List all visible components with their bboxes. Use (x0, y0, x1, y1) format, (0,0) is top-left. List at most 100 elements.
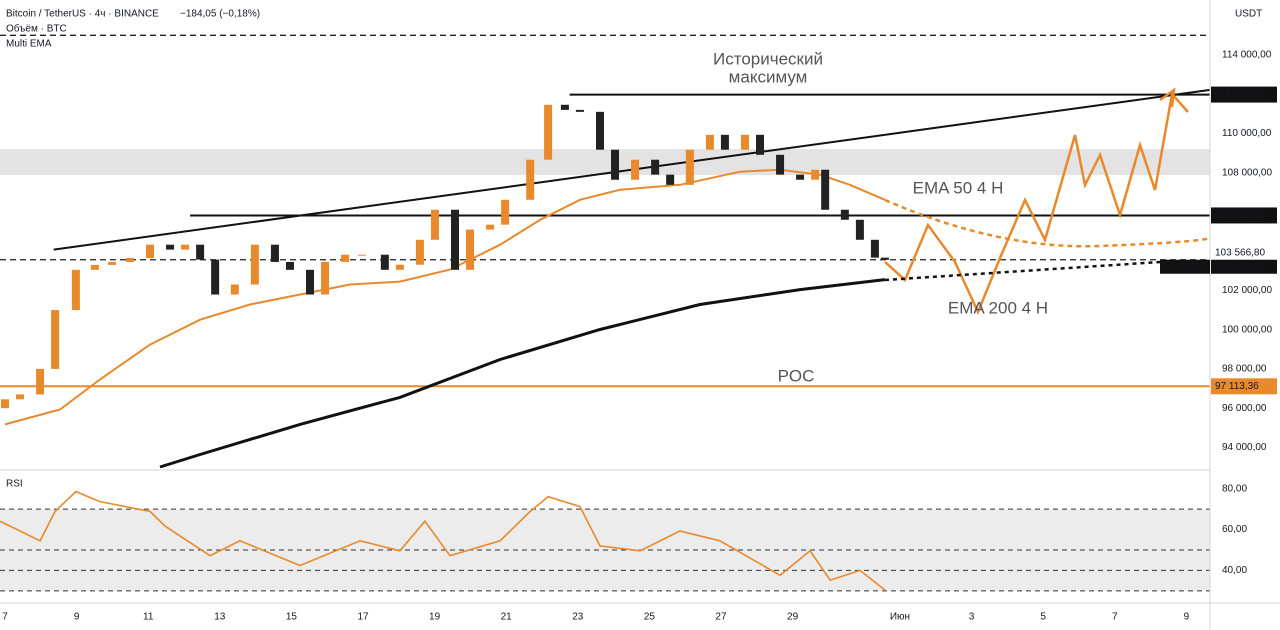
candle (357, 254, 366, 256)
candle (36, 368, 45, 395)
forecast-path (884, 91, 1189, 316)
candle (840, 209, 849, 220)
candle (705, 134, 714, 150)
candle (544, 104, 553, 160)
symbol: Bitcoin / TetherUS · 4ч · BINANCE (6, 9, 159, 20)
zone (0, 149, 1210, 176)
candle (415, 239, 424, 265)
y-tick-label: 100 000,00 (1222, 324, 1272, 335)
x-tick-label: 3 (969, 612, 975, 623)
candle (71, 269, 80, 311)
x-tick-label: 9 (1184, 612, 1190, 623)
x-tick-label: 29 (787, 612, 799, 623)
rsi-line (0, 490, 886, 591)
y-tick-label: 94 000,00 (1222, 442, 1267, 453)
y-tick-label: 108 000,00 (1222, 167, 1272, 178)
price-label: 103 562,97 (1215, 261, 1265, 272)
candle (595, 111, 604, 150)
annotation: EMA 50 4 H (913, 178, 1004, 197)
candle (740, 134, 749, 150)
ema200-projection (884, 260, 1161, 282)
candle (270, 244, 279, 262)
candle (466, 229, 475, 270)
level-label: 97 113,36 (1215, 381, 1259, 392)
candle (51, 310, 60, 369)
level-label: 105 819,45 (1215, 210, 1265, 221)
x-tick-label: 15 (286, 612, 298, 623)
candle (125, 258, 134, 262)
price-label: 103 566,80 (1215, 247, 1265, 258)
indicator-label: Multi EMA (6, 39, 52, 50)
price-label-box (1211, 245, 1277, 260)
annotation: EMA 200 4 H (948, 298, 1048, 317)
volume-label: Объём · BTC (6, 23, 67, 35)
candle (756, 134, 765, 155)
change: −184,05 (−0,18%) (180, 9, 260, 20)
candle (560, 104, 569, 110)
candle (16, 394, 25, 400)
candle (880, 257, 889, 260)
candle (250, 244, 259, 285)
x-tick-label: 23 (572, 612, 584, 623)
candle (451, 209, 460, 270)
candle (90, 264, 99, 270)
ema50-projection (884, 198, 1211, 248)
candle (380, 254, 389, 270)
y-tick-label: 114 000,00 (1222, 50, 1272, 61)
level-label-box (1211, 378, 1277, 395)
x-tick-label: 17 (357, 612, 369, 623)
y-tick-label: 98 000,00 (1222, 364, 1267, 375)
rsi-tick-label: 40,00 (1222, 565, 1247, 576)
currency: USDT (1235, 9, 1262, 20)
ema-line (4, 168, 886, 426)
x-tick-label: Июн (890, 612, 910, 623)
rsi-label: RSI (6, 479, 23, 490)
candle (651, 159, 660, 175)
candle (196, 244, 205, 260)
y-tick-label: 110 000,00 (1222, 128, 1272, 139)
price-label-box (1211, 259, 1277, 274)
x-tick-label: 11 (143, 612, 154, 623)
candle (870, 239, 879, 258)
candle (166, 244, 175, 250)
candle (611, 149, 620, 180)
x-tick-label: 21 (501, 612, 513, 623)
y-tick-label: 96 000,00 (1222, 403, 1267, 414)
forecast-arrow (1159, 87, 1176, 108)
candle (666, 174, 675, 185)
candle (285, 261, 294, 270)
level-label-box (1211, 207, 1277, 224)
candle (855, 219, 864, 240)
annotation: POC (778, 366, 815, 385)
x-tick-label: 25 (644, 612, 656, 623)
candle (1, 399, 10, 409)
candle (526, 159, 535, 200)
candle (108, 261, 117, 265)
x-tick-label: 7 (1112, 612, 1118, 623)
y-tick-label: 102 000,00 (1222, 285, 1272, 296)
x-tick-label: 13 (214, 612, 226, 623)
rsi-tick-label: 80,00 (1222, 483, 1247, 494)
candle (821, 169, 830, 210)
candle (211, 259, 220, 295)
rsi-tick-label: 60,00 (1222, 524, 1247, 535)
x-tick-label: 7 (2, 612, 8, 623)
level-label-box (1211, 86, 1277, 103)
candle (145, 244, 154, 259)
annotation: максимум (729, 67, 808, 86)
candle (181, 244, 190, 250)
annotation: Исторический (713, 49, 823, 68)
candle (631, 159, 640, 180)
candle (720, 134, 729, 150)
level-label: 111 980,00 (1215, 89, 1264, 100)
candle (230, 284, 239, 295)
symbol-label: BTCUSDT (1163, 261, 1206, 271)
candle (776, 154, 785, 175)
candle (321, 261, 330, 295)
candle (575, 109, 584, 112)
candle (306, 269, 315, 295)
ema-line (159, 278, 886, 469)
x-tick-label: 27 (715, 612, 727, 623)
candle (486, 224, 495, 230)
